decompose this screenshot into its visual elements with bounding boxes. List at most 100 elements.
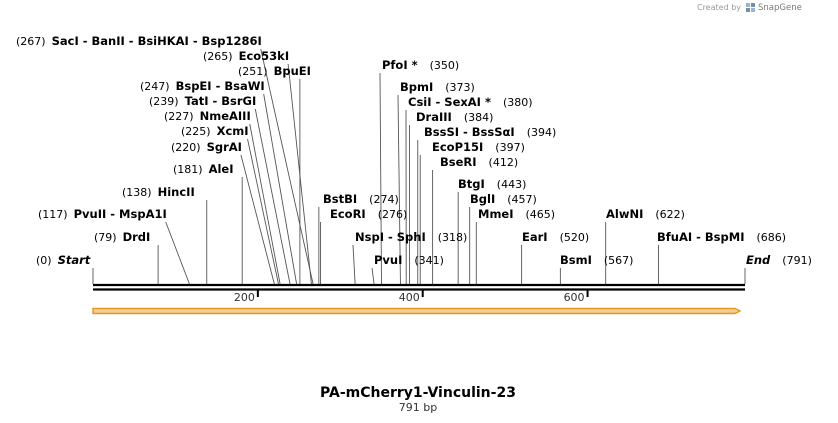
site-label[interactable]: BseRI (412) — [440, 155, 518, 169]
site-position: (791) — [782, 254, 812, 267]
site-position: (686) — [756, 231, 786, 244]
site-label[interactable]: PfoI * (350) — [382, 58, 459, 72]
site-position: (79) — [94, 231, 117, 244]
site-label[interactable]: (227) NmeAIII — [164, 109, 251, 123]
site-position: (227) — [164, 110, 194, 123]
site-label[interactable]: (79) DrdI — [94, 230, 150, 244]
site-label[interactable]: (225) XcmI — [181, 124, 249, 138]
site-label[interactable]: (117) PvuII - MspA1I — [38, 207, 167, 221]
site-position: (465) — [526, 208, 556, 221]
site-position: (412) — [489, 156, 519, 169]
plasmid-length: 791 bp — [399, 401, 437, 414]
feature-arrow[interactable] — [92, 307, 742, 315]
enzyme-name: BstBI — [323, 192, 357, 206]
site-label[interactable]: (239) TatI - BsrGI — [149, 94, 256, 108]
enzyme-name: DraIII — [416, 110, 452, 124]
plasmid-name: PA-mCherry1-Vinculin-23 — [320, 385, 516, 401]
enzyme-name: TatI - BsrGI — [185, 94, 257, 108]
enzyme-name: End — [746, 253, 771, 267]
site-leader-line — [371, 267, 375, 285]
site-position: (220) — [171, 141, 201, 154]
enzyme-name: SacI - BanII - BsiHKAI - Bsp1286I — [52, 34, 262, 48]
site-label[interactable]: DraIII (384) — [416, 110, 493, 124]
site-leader-line — [165, 221, 190, 285]
enzyme-name: BfuAI - BspMI — [657, 230, 744, 244]
sequence-backbone — [93, 283, 745, 291]
site-position: (274) — [369, 193, 399, 206]
ruler-tick-label: 200 — [234, 291, 255, 304]
site-position: (384) — [464, 111, 494, 124]
enzyme-name: EcoP15I — [432, 140, 483, 154]
site-label[interactable]: (181) AleI — [173, 162, 234, 176]
site-position: (341) — [414, 254, 444, 267]
enzyme-name: MmeI — [478, 207, 514, 221]
site-position: (457) — [507, 193, 537, 206]
enzyme-name: PvuI — [374, 253, 402, 267]
site-label[interactable]: EcoP15I (397) — [432, 140, 525, 154]
site-position: (520) — [560, 231, 590, 244]
enzyme-name: NmeAIII — [200, 109, 251, 123]
enzyme-name: HincII — [158, 185, 195, 199]
site-label[interactable]: EarI (520) — [522, 230, 589, 244]
site-label[interactable]: (220) SgrAI — [171, 140, 242, 154]
site-label[interactable]: BstBI (274) — [323, 192, 399, 206]
site-labels: (0) Start(79) DrdI (117) PvuII - MspA1I (138)… — [16, 34, 812, 267]
enzyme-name: AleI — [209, 162, 234, 176]
enzyme-name: BglI — [470, 192, 495, 206]
site-label[interactable]: (265) Eco53kI — [203, 49, 289, 63]
ruler-tick-label: 600 — [564, 291, 585, 304]
site-position: (276) — [378, 208, 408, 221]
site-position: (239) — [149, 95, 179, 108]
enzyme-name: EarI — [522, 230, 548, 244]
enzyme-name: EcoRI — [330, 207, 366, 221]
site-label[interactable]: BtgI (443) — [458, 177, 526, 191]
site-label[interactable]: End (791) — [746, 253, 812, 267]
site-label[interactable]: (247) BspEI - BsaWI — [140, 79, 265, 93]
site-position: (0) — [36, 254, 52, 267]
enzyme-name: CsiI - SexAI * — [408, 95, 491, 109]
site-label[interactable]: PvuI (341) — [374, 253, 444, 267]
site-label[interactable]: (0) Start — [36, 253, 91, 267]
site-leader-line — [379, 72, 382, 285]
site-label[interactable]: NspI - SphI (318) — [355, 230, 467, 244]
site-label[interactable]: BsmI (567) — [560, 253, 633, 267]
site-position: (267) — [16, 35, 46, 48]
enzyme-name: BpmI — [400, 80, 433, 94]
site-leader-line — [260, 48, 314, 285]
credit-prefix: Created by — [697, 3, 741, 12]
site-position: (350) — [430, 59, 460, 72]
site-label[interactable]: EcoRI (276) — [330, 207, 407, 221]
enzyme-name: NspI - SphI — [355, 230, 426, 244]
site-label[interactable]: BssSI - BssSαI (394) — [424, 125, 556, 139]
snapgene-credit: Created by SnapGene — [697, 3, 802, 13]
site-label[interactable]: CsiI - SexAI * (380) — [408, 95, 533, 109]
site-label[interactable]: (251) BpuEI — [238, 64, 311, 78]
snapgene-logo-icon — [746, 3, 755, 12]
site-leader-lines — [92, 48, 746, 285]
site-position: (567) — [604, 254, 634, 267]
enzyme-name: DrdI — [123, 230, 151, 244]
site-leader-line — [352, 244, 356, 285]
enzyme-name: BseRI — [440, 155, 477, 169]
site-leader-line — [397, 94, 401, 285]
site-label[interactable]: AlwNI (622) — [606, 207, 685, 221]
site-label[interactable]: BpmI (373) — [400, 80, 475, 94]
enzyme-name: XcmI — [217, 124, 249, 138]
enzyme-name: PvuII - MspA1I — [74, 207, 167, 221]
enzyme-name: BtgI — [458, 177, 485, 191]
site-position: (225) — [181, 125, 211, 138]
site-label[interactable]: (138) HincII — [122, 185, 195, 199]
site-position: (318) — [438, 231, 468, 244]
site-label[interactable]: BglI (457) — [470, 192, 537, 206]
enzyme-name: BspEI - BsaWI — [176, 79, 265, 93]
site-label[interactable]: BfuAI - BspMI (686) — [657, 230, 786, 244]
ruler-tick-label: 400 — [399, 291, 420, 304]
site-position: (380) — [503, 96, 533, 109]
site-position: (373) — [445, 81, 475, 94]
credit-brand: SnapGene — [758, 3, 802, 13]
site-position: (443) — [497, 178, 527, 191]
site-label[interactable]: MmeI (465) — [478, 207, 555, 221]
enzyme-name: BsmI — [560, 253, 592, 267]
site-label[interactable]: (267) SacI - BanII - BsiHKAI - Bsp1286I — [16, 34, 262, 48]
